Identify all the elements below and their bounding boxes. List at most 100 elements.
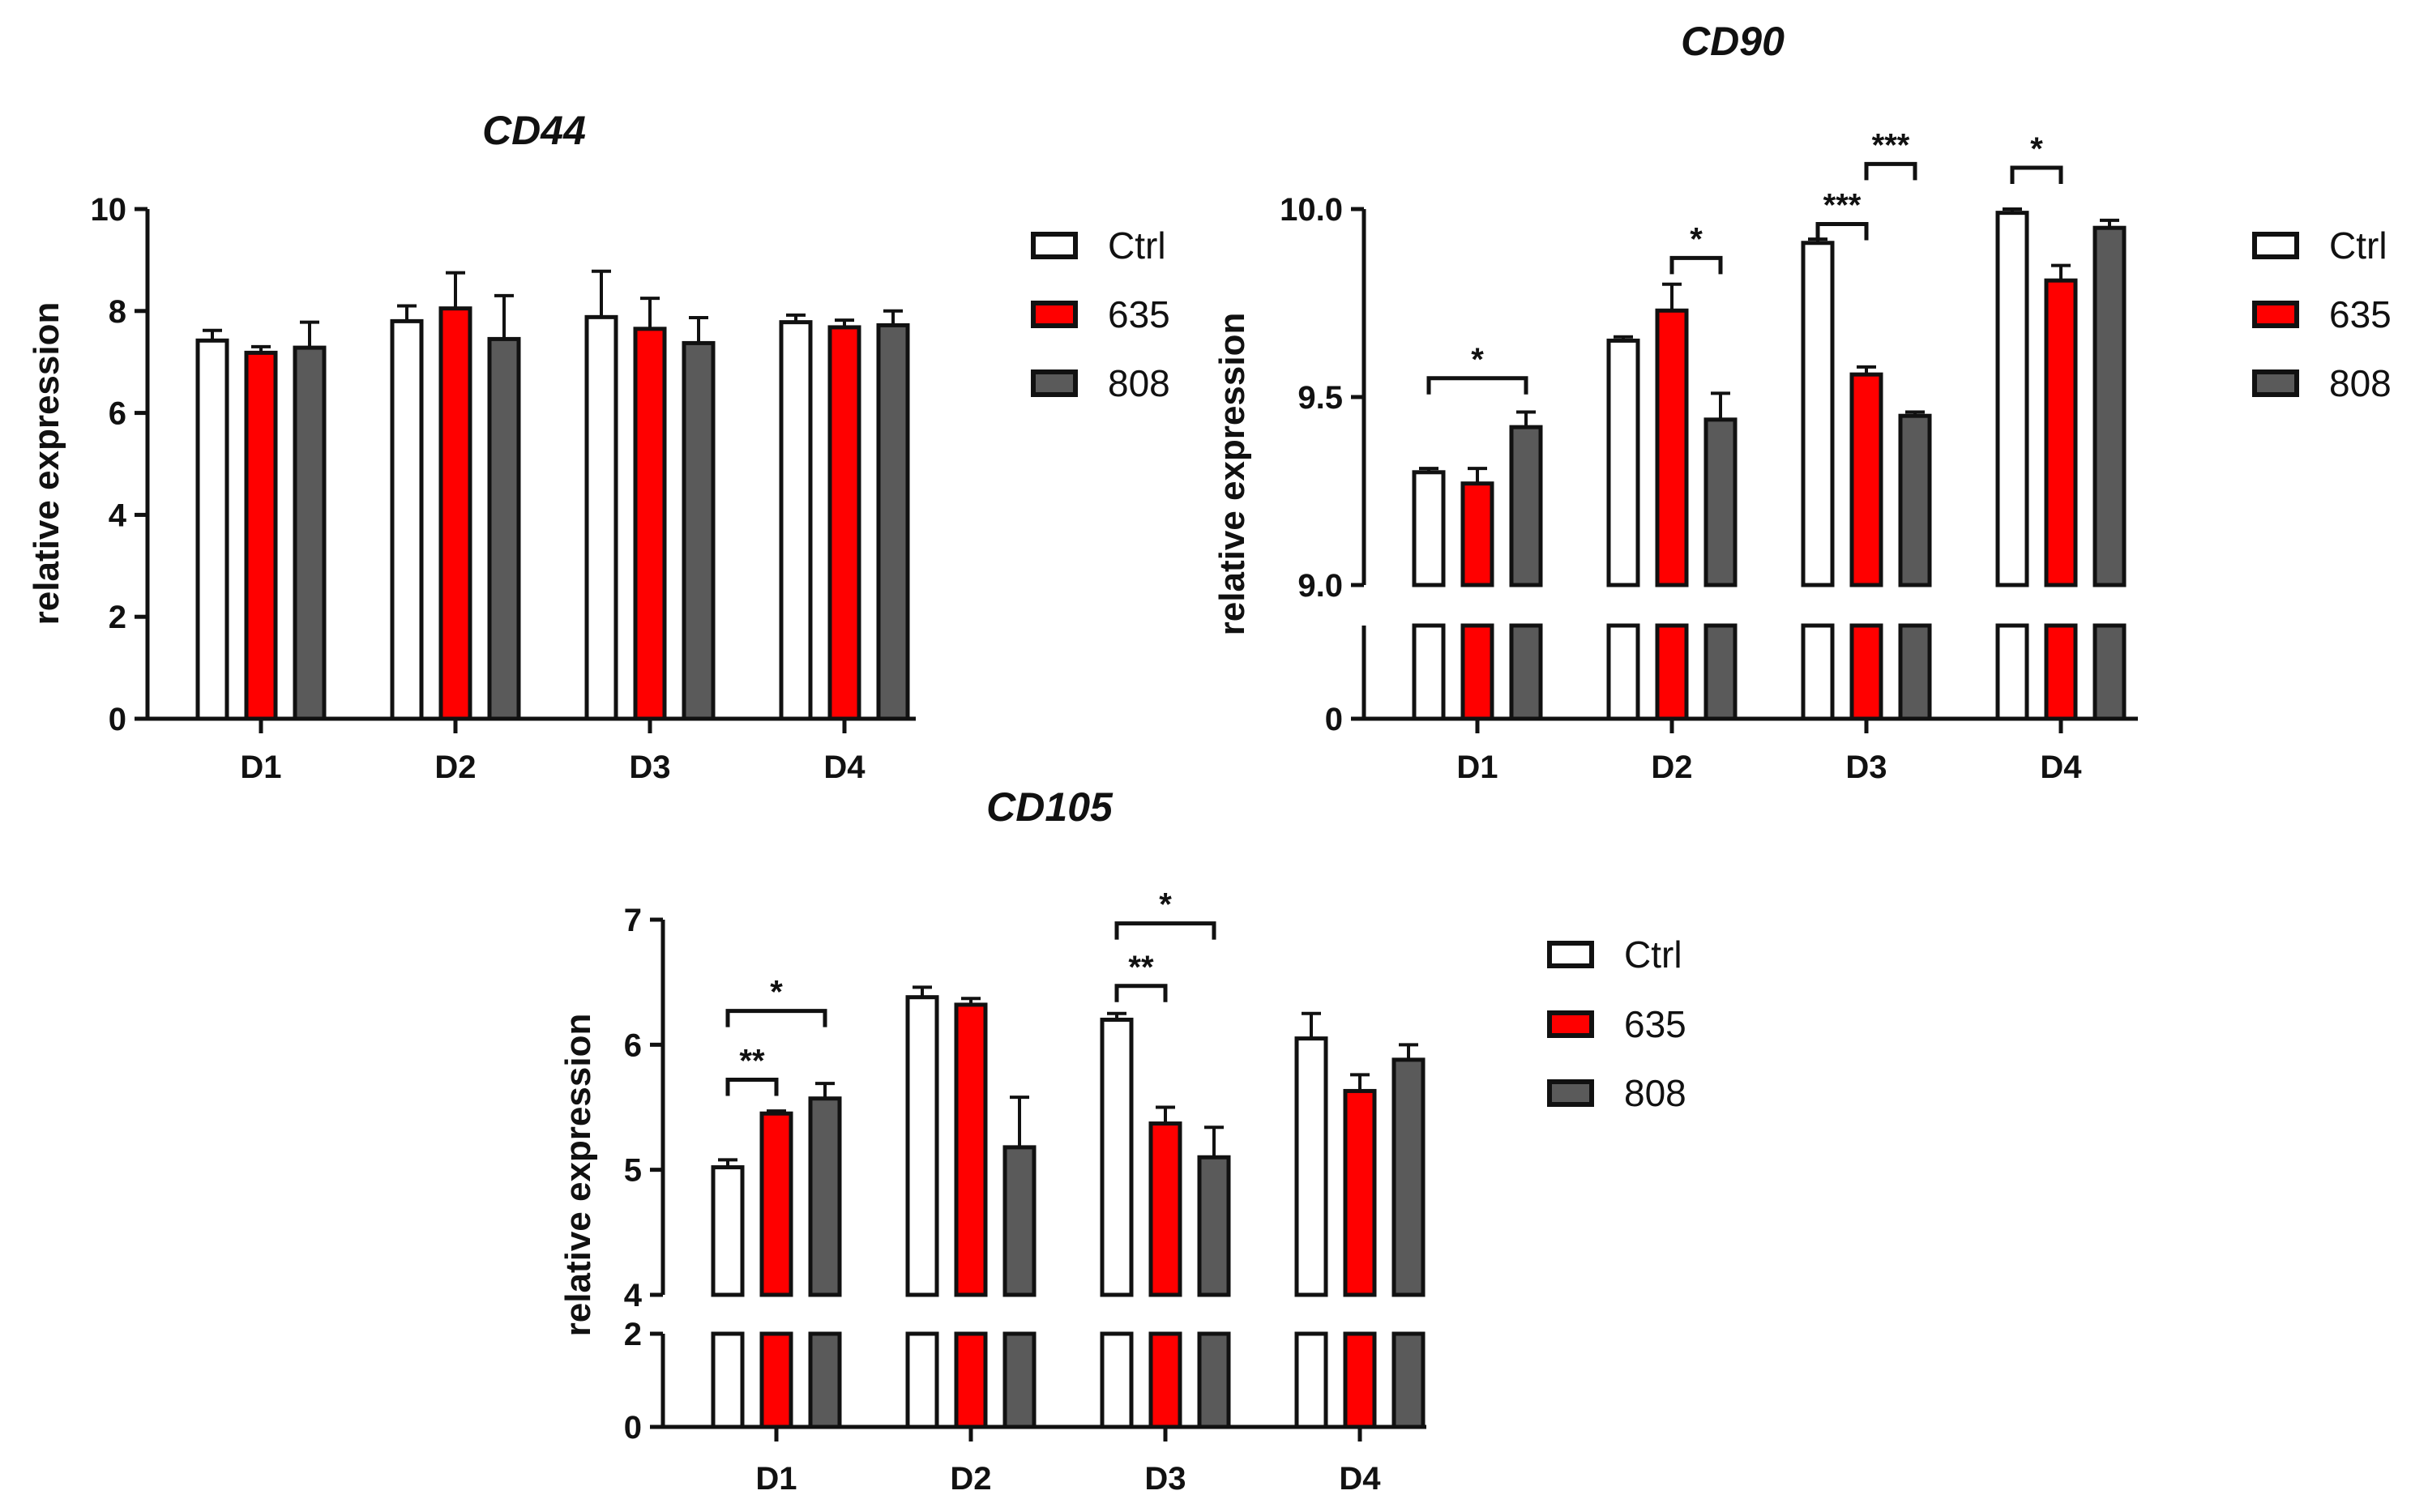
y-tick-label: 7 <box>624 903 642 938</box>
bar-808 <box>876 322 910 721</box>
chart-cd44: CD44 relative expression 0 2 4 6 8 10 D1 D2 D3 D4 Ct… <box>27 108 1170 785</box>
y-axis-label: relative expression <box>558 1014 598 1337</box>
bar-635-lower <box>954 1331 988 1429</box>
bar-635 <box>1655 308 1689 587</box>
y-tick-label: 4 <box>109 498 127 533</box>
bar-ctrl <box>905 995 939 1297</box>
bar-ctrl <box>1294 1036 1328 1297</box>
bar-808 <box>808 1096 842 1297</box>
bar-ctrl-lower <box>905 1331 939 1429</box>
chart-cd90: CD90 relative expression 0 9.0 9.5 10.0 D1 D2 D3… <box>1212 19 2392 785</box>
x-tick-label: D4 <box>2040 750 2082 785</box>
bar-808 <box>682 340 716 721</box>
bar-635-lower <box>2044 623 2078 721</box>
bar-635 <box>1460 481 1494 587</box>
y-tick-label: 0 <box>1325 702 1343 737</box>
y-tick-label: 9.5 <box>1297 380 1343 416</box>
bar-808-lower <box>1703 623 1738 721</box>
bar-808 <box>293 345 327 721</box>
bar-ctrl-lower <box>1100 1331 1134 1429</box>
bar-635-lower <box>1148 1331 1182 1429</box>
legend-swatch-ctrl <box>2252 232 2299 259</box>
y-tick-label: 4 <box>624 1278 643 1313</box>
significance-bracket <box>1114 984 1168 1002</box>
legend-swatch-ctrl <box>1031 232 1078 259</box>
bar-635 <box>438 306 472 721</box>
x-tick-label: D3 <box>1144 1461 1186 1497</box>
bar-808-lower <box>1509 623 1543 721</box>
bar-ctrl <box>1801 241 1835 587</box>
y-tick-label: 2 <box>624 1317 642 1352</box>
legend-label-808: 808 <box>2329 362 2392 404</box>
bar-635 <box>2044 278 2078 587</box>
bar-635-lower <box>1343 1331 1377 1429</box>
x-tick-label: D1 <box>755 1461 797 1497</box>
bar-635 <box>244 350 278 721</box>
legend-swatch-ctrl <box>1547 941 1594 968</box>
bar-635-lower <box>1655 623 1689 721</box>
y-tick-label: 10 <box>91 192 127 228</box>
legend-swatch-635 <box>2252 301 2299 328</box>
significance-label: ** <box>1128 950 1154 985</box>
x-tick-label: D2 <box>950 1461 991 1497</box>
bar-ctrl-lower <box>1606 623 1640 721</box>
bar-808 <box>1197 1155 1231 1297</box>
bar-808-lower <box>808 1331 842 1429</box>
y-tick-label: 2 <box>109 600 126 635</box>
bar-ctrl <box>584 314 618 721</box>
bar-ctrl <box>711 1165 745 1297</box>
bar-ctrl-lower <box>711 1331 745 1429</box>
significance-label: * <box>770 975 783 1010</box>
bar-635-lower <box>1849 623 1883 721</box>
bar-635-lower <box>1460 623 1494 721</box>
bar-635-lower <box>759 1331 793 1429</box>
bar-635 <box>633 327 667 721</box>
bar-635 <box>1849 372 1883 587</box>
y-tick-label: 5 <box>624 1153 642 1189</box>
significance-bracket <box>1864 161 1917 181</box>
significance-label: ** <box>739 1044 765 1079</box>
y-tick-label: 8 <box>109 294 126 330</box>
significance-bracket <box>1426 376 1528 395</box>
significance-bracket <box>2010 165 2063 184</box>
chart-title: CD105 <box>986 784 1114 830</box>
bar-808-lower <box>2092 623 2127 721</box>
bar-ctrl-lower <box>1995 623 2029 721</box>
significance-bracket <box>725 1078 779 1096</box>
bar-ctrl <box>1606 338 1640 587</box>
bar-ctrl <box>779 320 813 721</box>
legend-label-635: 635 <box>2329 293 2392 335</box>
significance-label: *** <box>1823 188 1862 224</box>
bar-808-lower <box>1391 1331 1426 1429</box>
bar-635 <box>1148 1121 1182 1297</box>
bar-808 <box>2092 225 2127 587</box>
bar-808-lower <box>1002 1331 1037 1429</box>
legend-label-808: 808 <box>1624 1072 1686 1114</box>
chart-title: CD44 <box>482 108 586 153</box>
bar-808 <box>1703 417 1738 587</box>
significance-bracket <box>1669 255 1723 275</box>
legend-label-ctrl: Ctrl <box>1108 224 1166 267</box>
legend-swatch-808 <box>2252 369 2299 397</box>
bar-ctrl <box>1100 1017 1134 1297</box>
y-tick-label: 6 <box>624 1027 642 1063</box>
bar-ctrl <box>390 318 424 721</box>
bar-635 <box>954 1002 988 1297</box>
bar-808 <box>1391 1057 1426 1297</box>
x-tick-label: D1 <box>1456 750 1498 785</box>
bar-808 <box>487 336 521 721</box>
significance-label: * <box>1471 342 1484 378</box>
bar-635 <box>1343 1088 1377 1297</box>
legend-label-ctrl: Ctrl <box>2329 224 2387 267</box>
x-tick-label: D4 <box>823 750 866 785</box>
bar-635 <box>827 325 861 721</box>
legend-swatch-635 <box>1031 301 1078 328</box>
y-tick-label: 0 <box>109 702 126 737</box>
x-tick-label: D4 <box>1339 1461 1381 1497</box>
bar-ctrl-lower <box>1412 623 1446 721</box>
bar-808-lower <box>1898 623 1932 721</box>
bar-ctrl <box>1412 470 1446 587</box>
bar-ctrl-lower <box>1294 1331 1328 1429</box>
